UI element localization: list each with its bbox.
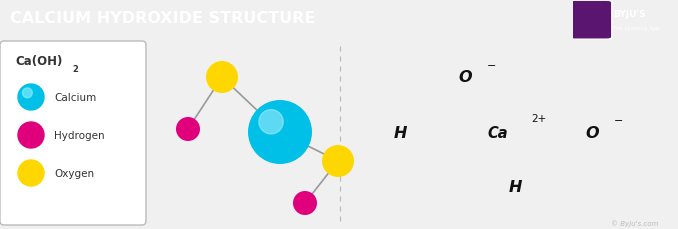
Circle shape (248, 101, 312, 164)
FancyBboxPatch shape (570, 1, 612, 40)
Text: CALCIUM HYDROXIDE STRUCTURE: CALCIUM HYDROXIDE STRUCTURE (10, 11, 316, 26)
Text: H: H (393, 125, 407, 140)
Circle shape (18, 85, 44, 111)
Text: O: O (458, 70, 472, 85)
Text: Hydrogen: Hydrogen (54, 131, 104, 140)
Text: 2+: 2+ (531, 114, 546, 123)
Circle shape (18, 123, 44, 148)
Text: © Byju's.com: © Byju's.com (611, 220, 658, 226)
Text: BYJU'S: BYJU'S (613, 10, 645, 19)
Circle shape (322, 145, 354, 177)
Text: Ca(OH): Ca(OH) (15, 55, 62, 68)
Text: Calcium: Calcium (54, 93, 96, 103)
Text: Oxygen: Oxygen (54, 168, 94, 178)
Text: −: − (614, 115, 623, 125)
Text: O: O (585, 125, 599, 140)
Circle shape (206, 62, 238, 94)
Circle shape (22, 89, 33, 98)
Text: The Learning App: The Learning App (613, 26, 659, 30)
Circle shape (18, 160, 44, 186)
Text: −: − (487, 61, 496, 71)
Circle shape (176, 117, 200, 141)
Circle shape (293, 191, 317, 215)
Circle shape (259, 110, 283, 134)
FancyBboxPatch shape (0, 42, 146, 225)
Text: 2: 2 (72, 65, 78, 74)
Text: Ca: Ca (487, 125, 508, 140)
Text: H: H (508, 180, 521, 195)
